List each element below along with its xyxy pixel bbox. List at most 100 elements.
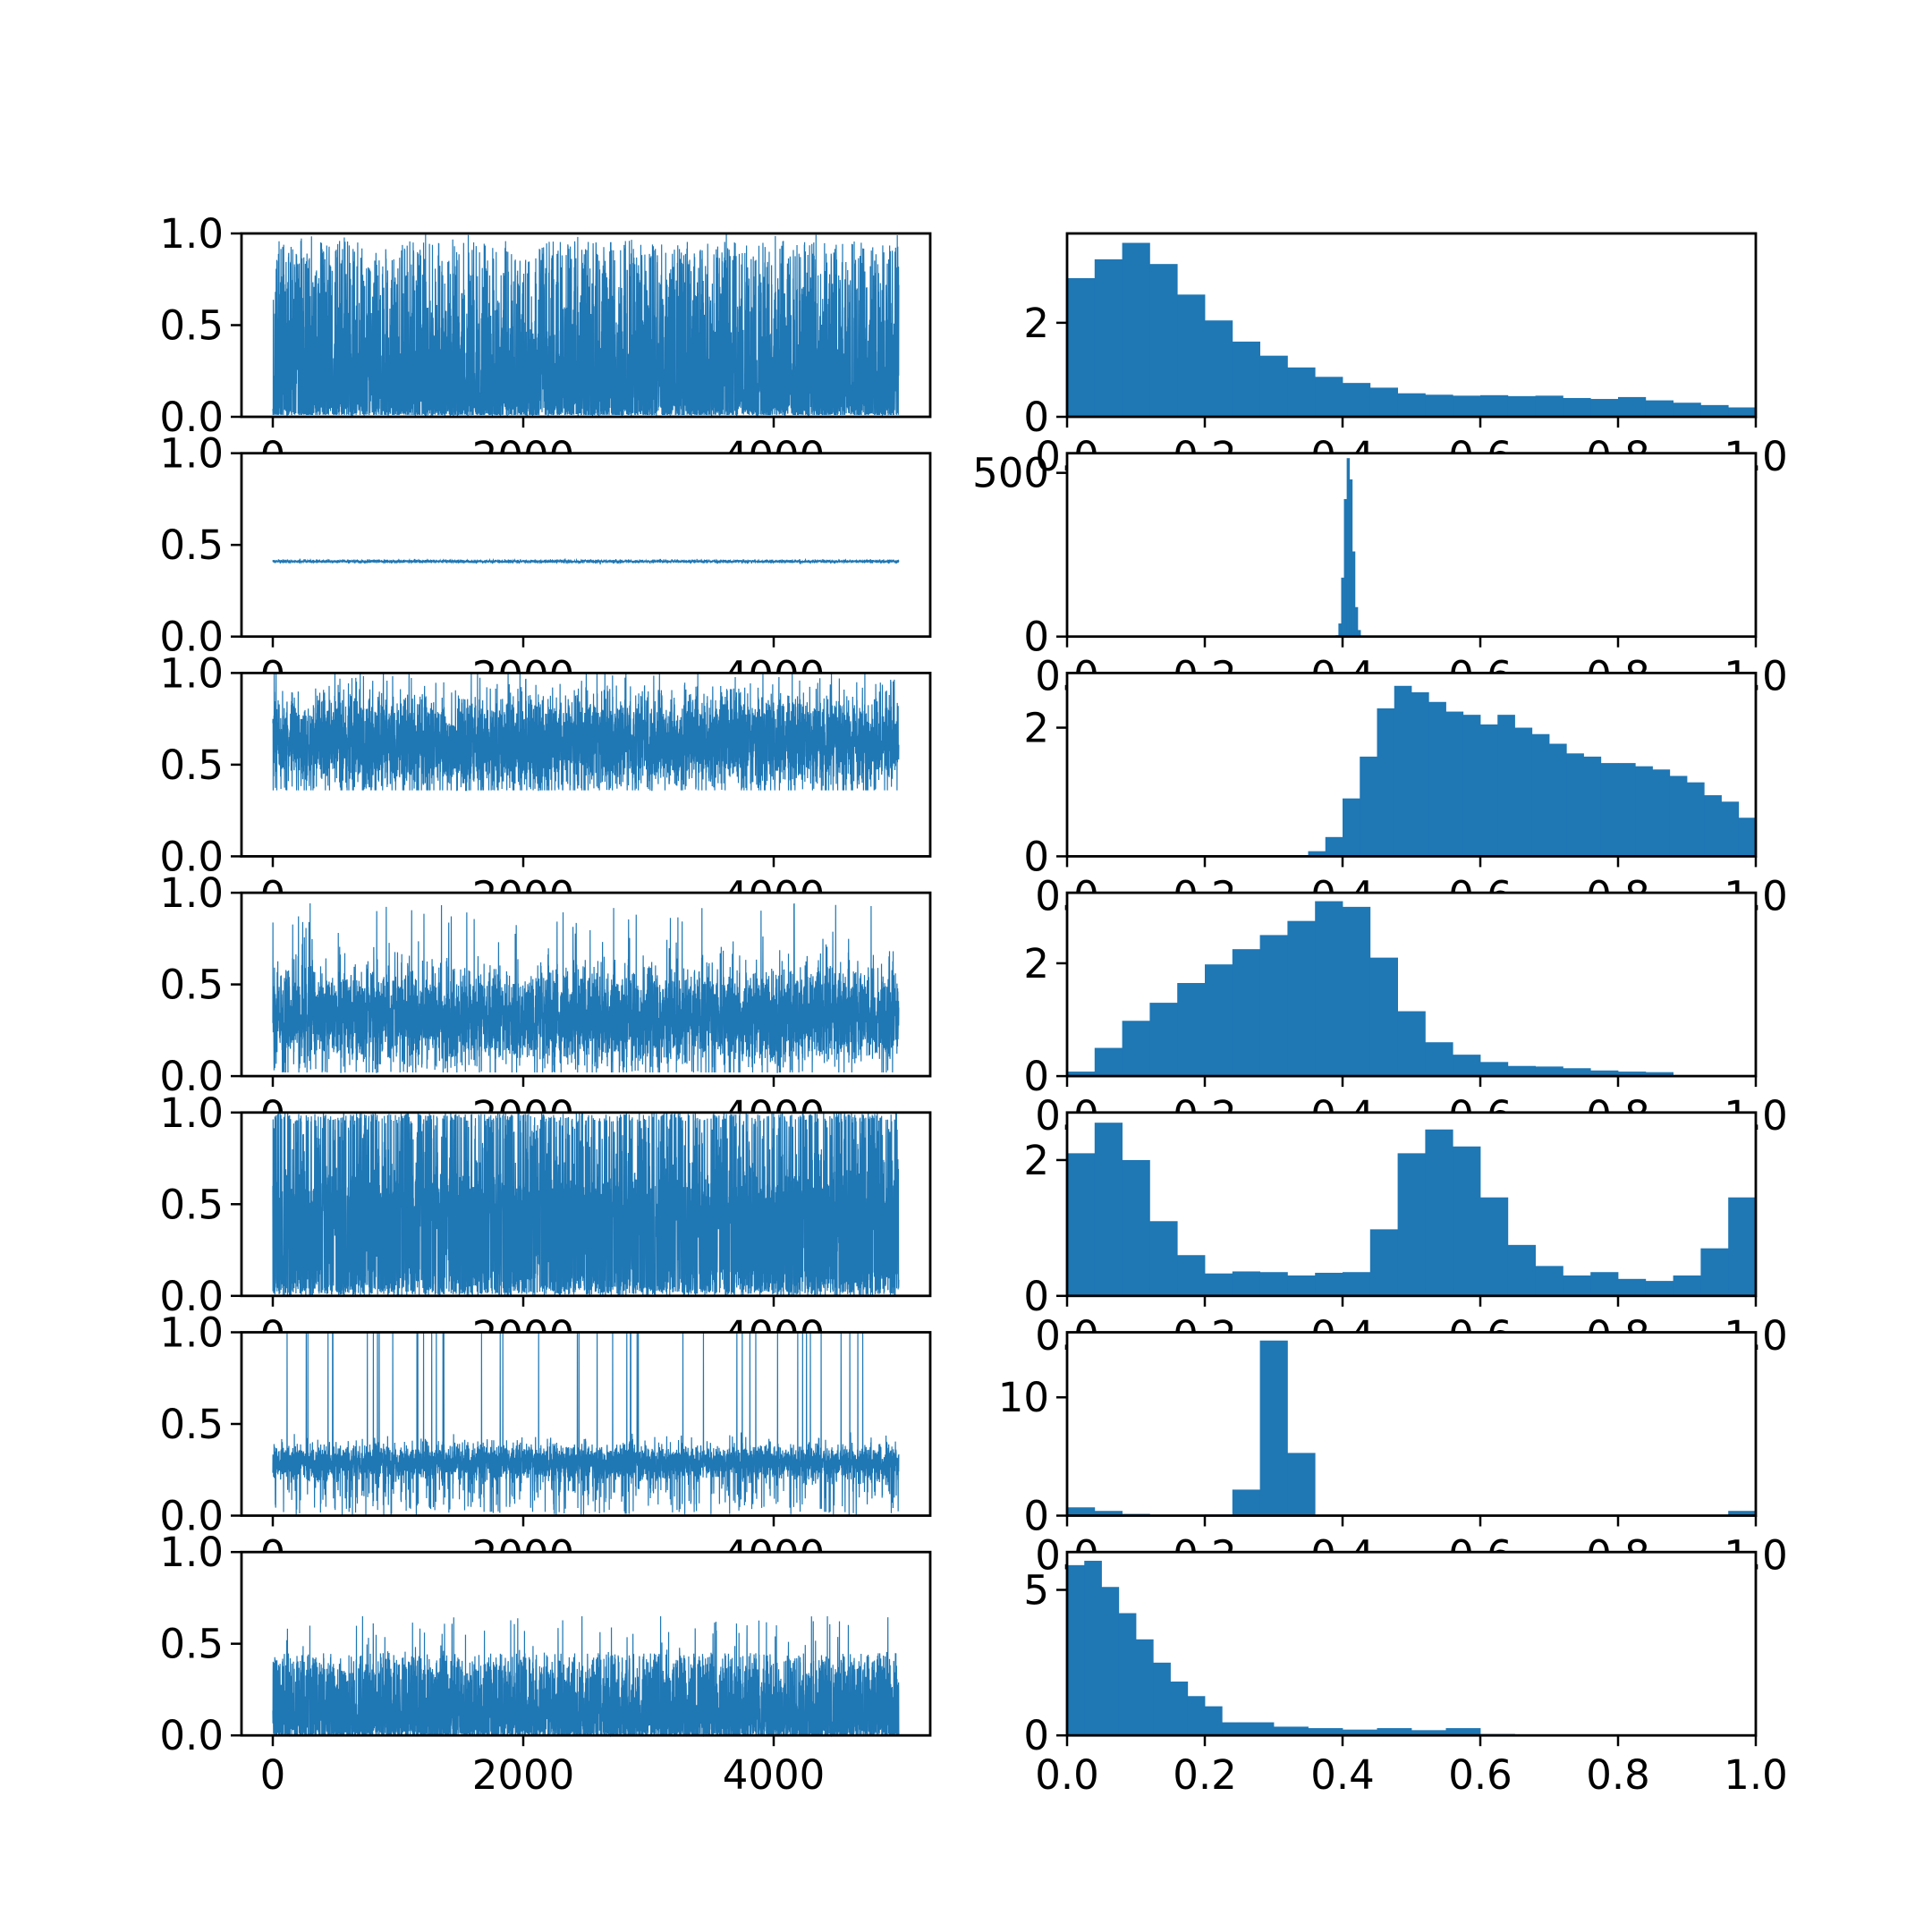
hist-bar: [1377, 708, 1395, 857]
hist-bar: [1445, 1728, 1481, 1736]
hist-bar: [1122, 242, 1150, 417]
hist-xtick-label: 0.2: [1173, 1751, 1237, 1799]
hist-bar: [1480, 1062, 1509, 1077]
hist-bar: [1618, 1072, 1647, 1077]
hist-bar: [1673, 1275, 1701, 1296]
hist-bar: [1259, 935, 1288, 1077]
hist-ytick-label: 500: [972, 450, 1049, 497]
hist-bar: [1453, 1146, 1481, 1296]
trace-line: [272, 1112, 900, 1296]
hist-bar: [1728, 407, 1757, 417]
hist-bar: [1343, 906, 1371, 1077]
hist-bar: [1480, 724, 1498, 857]
hist-bar: [1274, 1726, 1309, 1736]
panel-grid: 0.00.51.0020004000020.00.20.40.60.81.00.…: [159, 210, 1787, 1799]
trace-ytick-label: 1.0: [159, 430, 224, 478]
hist-bar: [1645, 1072, 1674, 1077]
hist-bar: [1600, 763, 1619, 857]
hist-bar: [1397, 393, 1426, 417]
hist-bar: [1315, 1272, 1343, 1296]
hist-bar: [1428, 701, 1446, 857]
hist-bar: [1507, 1065, 1536, 1077]
hist-bar: [1425, 1129, 1453, 1296]
hist-bar: [1480, 1197, 1509, 1296]
hist-bar: [1177, 294, 1206, 417]
hist-bar: [1369, 1229, 1398, 1296]
hist-ytick-label: 0: [1023, 394, 1049, 441]
hist-xtick-label: 0.6: [1448, 1751, 1513, 1799]
hist-bar: [1205, 320, 1233, 417]
trace-ytick-label: 0.5: [159, 521, 224, 569]
hist-axes-frame: [1065, 452, 1758, 639]
hist-bar: [1343, 1729, 1377, 1736]
hist-axes-frame: [1065, 1550, 1758, 1737]
hist-bar: [1287, 367, 1316, 417]
hist-ytick-label: 0: [1023, 614, 1049, 661]
hist-bar: [1669, 775, 1688, 857]
hist-bar: [1480, 394, 1509, 417]
hist-bar: [1287, 920, 1316, 1077]
hist-bar: [1721, 801, 1740, 857]
hist-bar: [1497, 715, 1515, 857]
hist-bar: [1425, 1042, 1453, 1077]
trace-ytick-label: 0.0: [159, 1273, 224, 1320]
hist-bar: [1094, 258, 1123, 417]
hist-bar: [1535, 395, 1563, 417]
trace-line: [272, 673, 900, 792]
hist-bar: [1067, 1507, 1096, 1516]
hist-bar: [1122, 1021, 1150, 1077]
hist-bar: [1205, 1706, 1223, 1736]
hist-axes-frame: [1065, 672, 1758, 858]
hist-bar: [1084, 1560, 1102, 1736]
hist-bar: [1177, 1255, 1206, 1296]
hist-bar: [1687, 782, 1705, 857]
hist-bar: [1067, 1564, 1085, 1736]
hist-axes-frame: [1065, 232, 1758, 419]
hist-bar: [1531, 733, 1550, 857]
hist-bar: [1341, 577, 1344, 637]
hist-bar: [1343, 798, 1360, 857]
trace-xtick-label: 2000: [472, 1751, 575, 1799]
axes-background: [242, 453, 930, 637]
hist-bar: [1343, 383, 1371, 417]
trace-ytick-label: 0.0: [159, 1493, 224, 1540]
hist-bar: [1673, 402, 1701, 417]
trace-ytick-label: 0.0: [159, 394, 224, 441]
hist-bar: [1445, 711, 1464, 857]
hist-ytick-label: 2: [1023, 300, 1049, 347]
hist-bar: [1728, 1197, 1757, 1296]
trace-ytick-label: 0.0: [159, 833, 224, 880]
hist-bar: [1067, 1153, 1096, 1296]
hist-ytick-label: 5: [1023, 1567, 1049, 1614]
trace-xtick-label: 0: [260, 1751, 286, 1799]
hist-bar: [1222, 1722, 1240, 1736]
hist-bar: [1118, 1613, 1137, 1736]
hist-bar: [1728, 1511, 1757, 1516]
hist-bar: [1462, 715, 1481, 857]
hist-bar: [1618, 1278, 1647, 1296]
hist-bar: [1122, 1159, 1150, 1296]
hist-bar: [1232, 341, 1260, 417]
hist-bar: [1549, 743, 1567, 857]
hist-bar: [1618, 396, 1647, 417]
hist-bar: [1377, 1728, 1412, 1736]
hist-bar: [1357, 630, 1361, 637]
trace-line: [272, 902, 900, 1073]
hist-xtick-label: 0.8: [1586, 1751, 1650, 1799]
hist-axes-frame: [1065, 1111, 1758, 1298]
hist-bar: [1149, 1003, 1178, 1077]
trace-ytick-label: 1.0: [159, 1309, 224, 1357]
hist-bar: [1369, 387, 1398, 417]
hist-bar: [1590, 1070, 1619, 1077]
hist-bar: [1205, 964, 1233, 1077]
hist-bar: [1205, 1273, 1233, 1296]
hist-bar: [1094, 1511, 1123, 1516]
hist-ytick-label: 0: [1023, 1712, 1049, 1759]
hist-ytick-label: 10: [998, 1374, 1049, 1421]
hist-bar: [1507, 1244, 1536, 1296]
hist-bar: [1149, 264, 1178, 417]
hist-bar: [1067, 277, 1096, 417]
